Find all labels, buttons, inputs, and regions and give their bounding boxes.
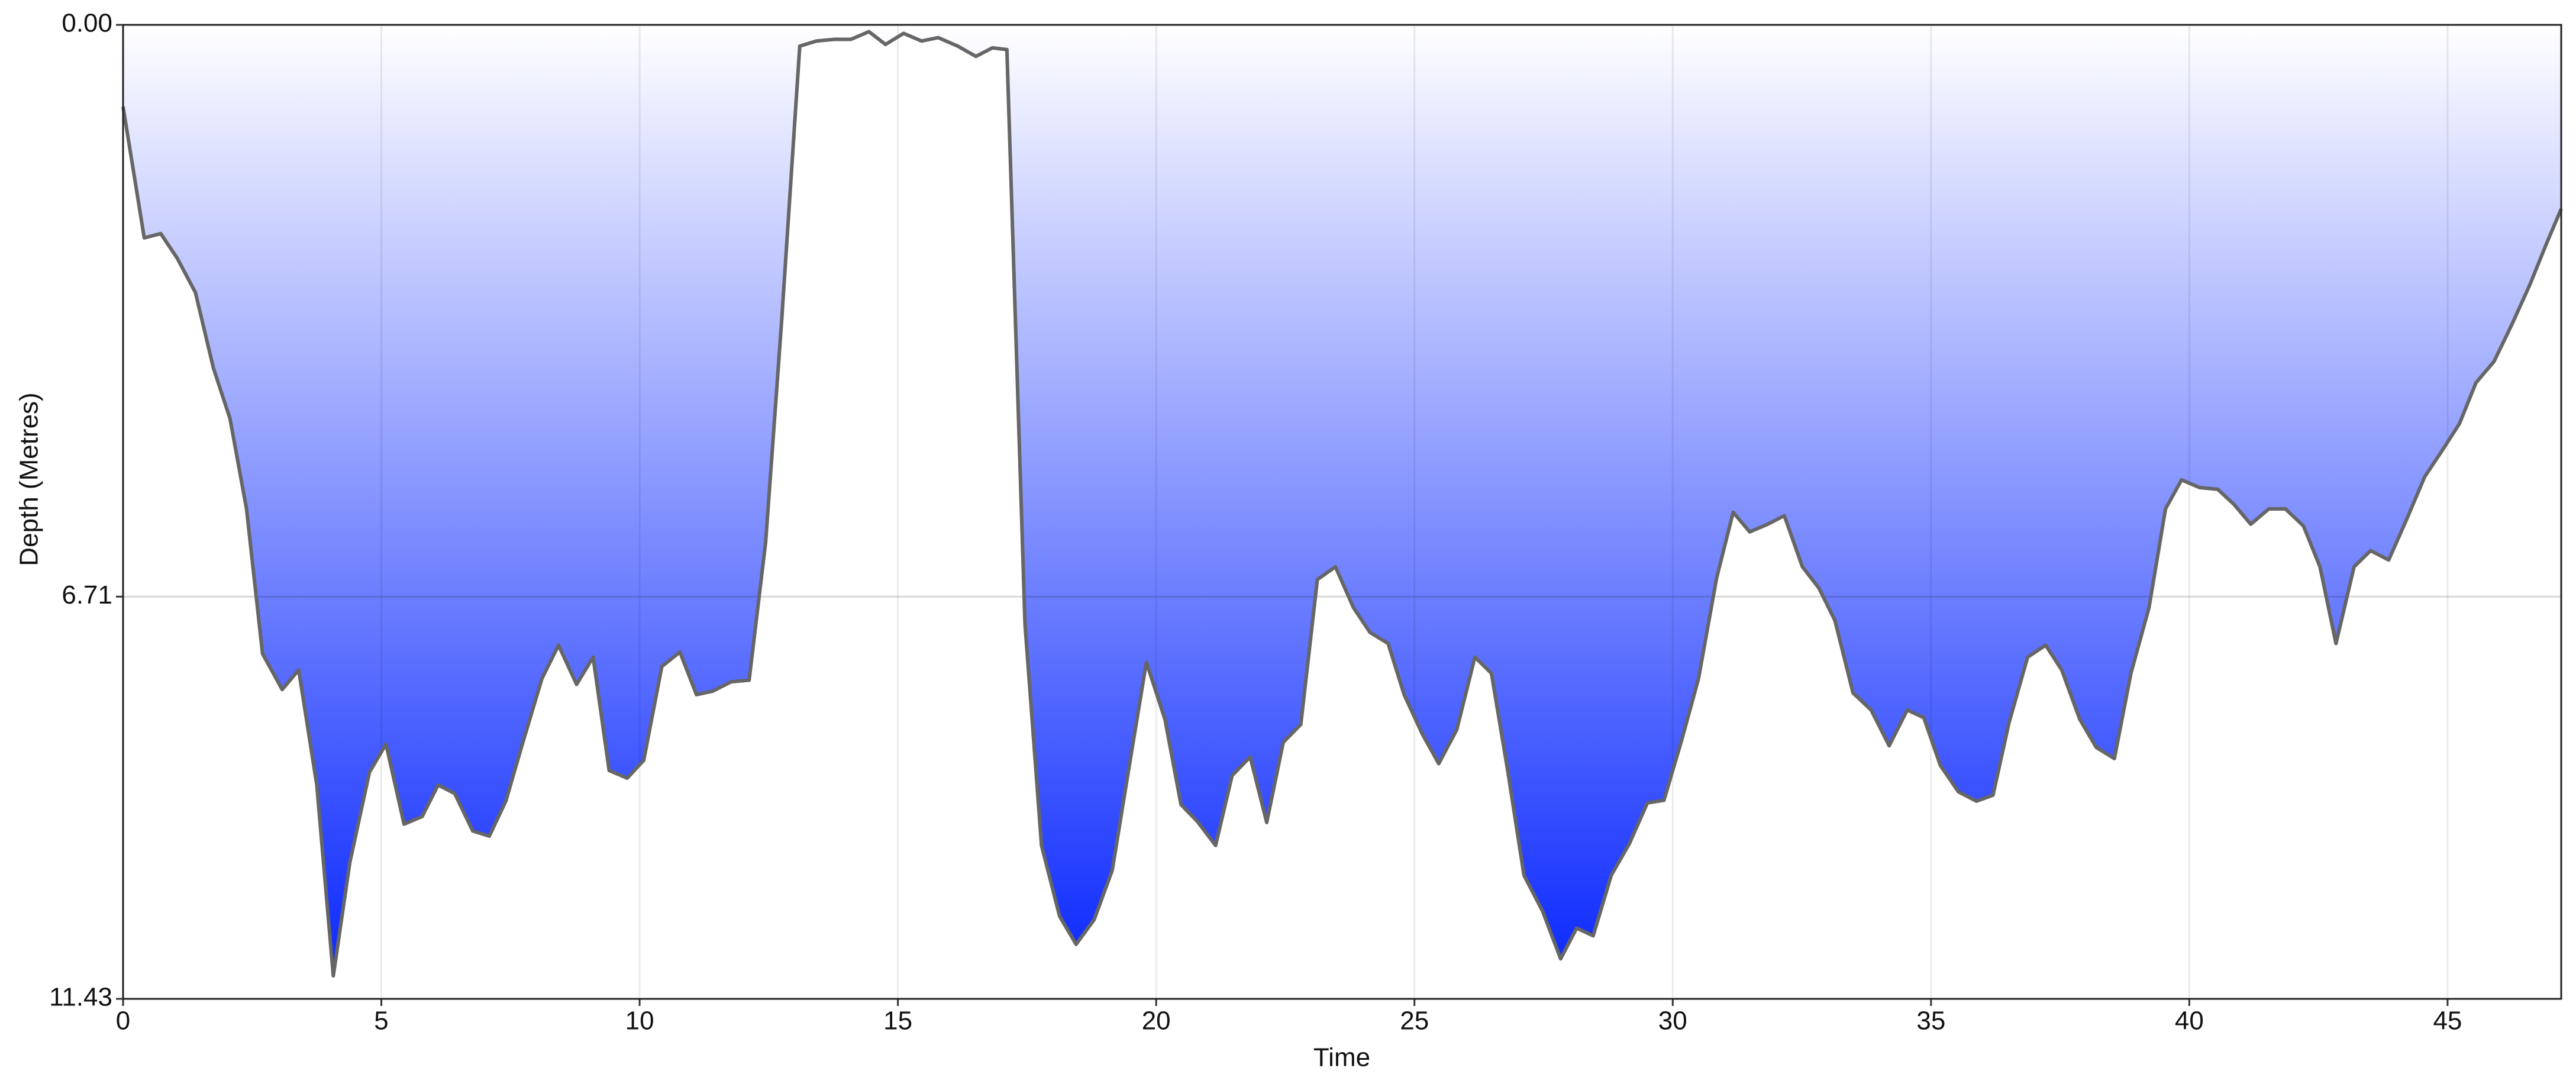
- x-axis-label: Time: [1313, 1043, 1370, 1072]
- x-tick-label: 30: [1658, 1007, 1687, 1036]
- y-tick-label: 11.43: [49, 983, 112, 1012]
- x-tick-label: 10: [625, 1007, 654, 1036]
- y-axis-label: Depth (Metres): [15, 392, 44, 566]
- y-tick-label: 0.00: [62, 9, 112, 38]
- x-tick-label: 40: [2175, 1007, 2204, 1036]
- x-tick-label: 5: [374, 1007, 388, 1036]
- line: [121, 30, 2563, 978]
- y-tick-label: 6.71: [62, 580, 112, 609]
- x-tick-label: 35: [1916, 1007, 1945, 1036]
- x-tick-label: 45: [2433, 1007, 2462, 1036]
- x-tick-label: 20: [1142, 1007, 1171, 1036]
- x-tick-label: 15: [883, 1007, 912, 1036]
- plot-frame: [122, 24, 2562, 1000]
- x-tick-label: 25: [1400, 1007, 1429, 1036]
- area: [123, 25, 2561, 976]
- x-tick-label: 0: [116, 1007, 130, 1036]
